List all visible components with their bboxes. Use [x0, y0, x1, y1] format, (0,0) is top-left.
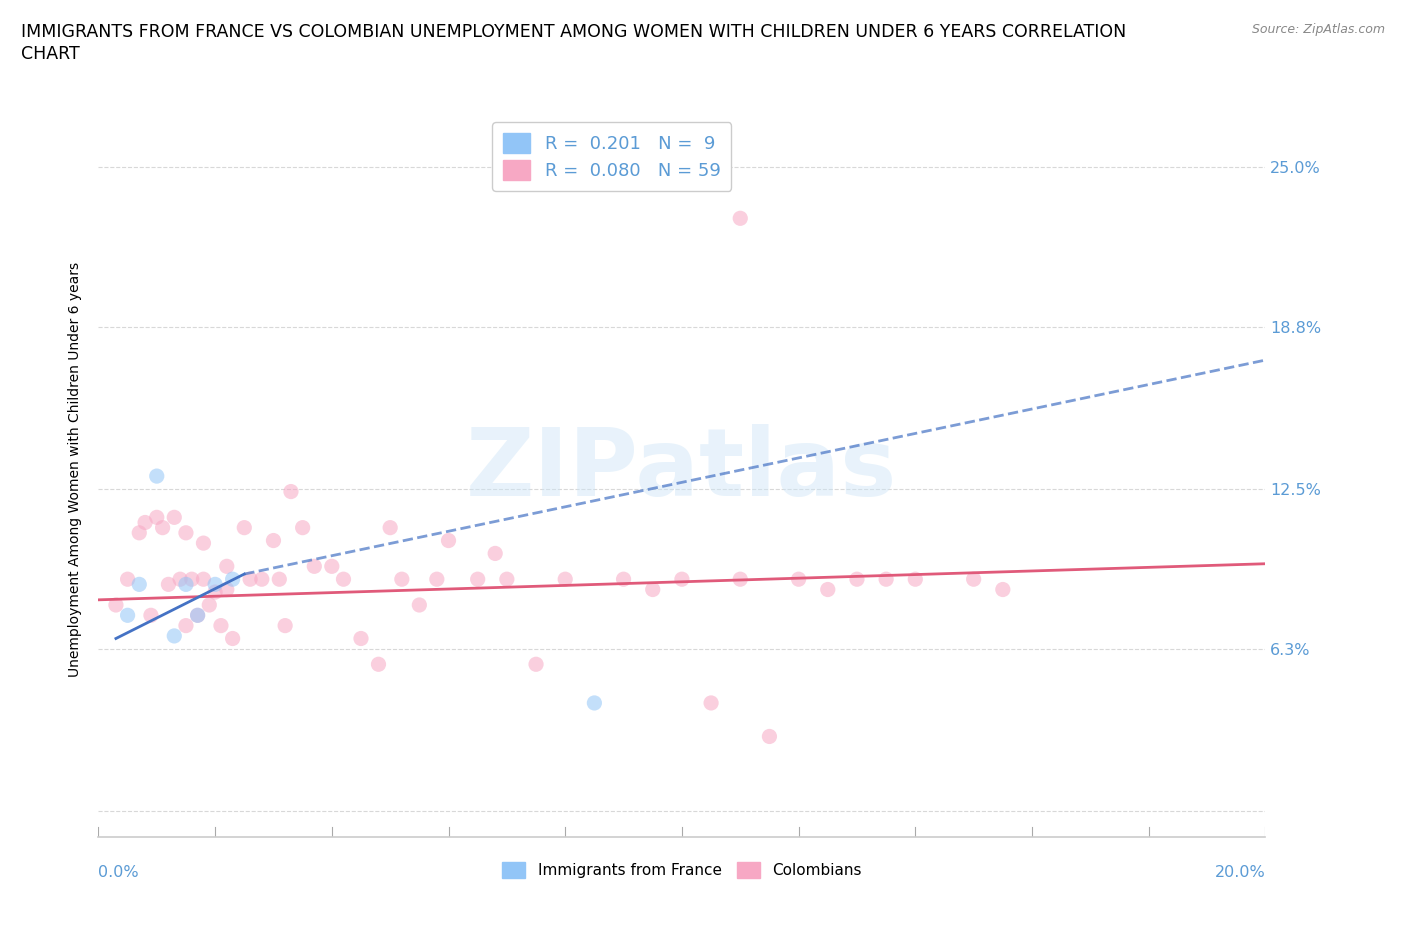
Point	[204, 585, 226, 600]
Text: 0.0%: 0.0%	[98, 866, 139, 881]
Point	[193, 536, 215, 551]
Point	[758, 729, 780, 744]
Point	[274, 618, 297, 633]
Point	[991, 582, 1014, 597]
Point	[426, 572, 449, 587]
Point	[239, 572, 262, 587]
Point	[554, 572, 576, 587]
Point	[280, 485, 302, 499]
Point	[134, 515, 156, 530]
Point	[962, 572, 984, 587]
Point	[157, 577, 180, 591]
Point	[269, 572, 291, 587]
Point	[700, 696, 723, 711]
Point	[204, 577, 226, 591]
Point	[209, 618, 232, 633]
Point	[169, 572, 191, 587]
Text: CHART: CHART	[21, 45, 80, 62]
Point	[262, 533, 284, 548]
Point	[730, 211, 752, 226]
Point	[408, 598, 430, 613]
Point	[332, 572, 354, 587]
Legend: Immigrants from France, Colombians: Immigrants from France, Colombians	[496, 857, 868, 884]
Text: IMMIGRANTS FROM FRANCE VS COLOMBIAN UNEMPLOYMENT AMONG WOMEN WITH CHILDREN UNDER: IMMIGRANTS FROM FRANCE VS COLOMBIAN UNEM…	[21, 23, 1126, 41]
Point	[163, 510, 186, 525]
Point	[146, 469, 169, 484]
Point	[152, 520, 174, 535]
Point	[180, 572, 202, 587]
Point	[198, 598, 221, 613]
Point	[671, 572, 693, 587]
Point	[875, 572, 897, 587]
Point	[128, 525, 150, 540]
Point	[321, 559, 343, 574]
Point	[391, 572, 413, 587]
Point	[350, 631, 373, 646]
Point	[174, 525, 197, 540]
Text: 20.0%: 20.0%	[1215, 866, 1265, 881]
Point	[163, 629, 186, 644]
Point	[846, 572, 869, 587]
Point	[291, 520, 314, 535]
Point	[380, 520, 402, 535]
Point	[817, 582, 839, 597]
Point	[146, 510, 169, 525]
Point	[187, 608, 209, 623]
Point	[187, 608, 209, 623]
Point	[496, 572, 519, 587]
Point	[437, 533, 460, 548]
Point	[467, 572, 489, 587]
Point	[612, 572, 634, 587]
Point	[221, 572, 243, 587]
Point	[524, 657, 547, 671]
Point	[304, 559, 326, 574]
Point	[367, 657, 389, 671]
Point	[193, 572, 215, 587]
Point	[104, 598, 127, 613]
Point	[641, 582, 664, 597]
Point	[484, 546, 506, 561]
Point	[221, 631, 243, 646]
Point	[215, 559, 238, 574]
Point	[174, 618, 197, 633]
Point	[787, 572, 810, 587]
Point	[215, 582, 238, 597]
Point	[233, 520, 256, 535]
Point	[174, 577, 197, 591]
Point	[583, 696, 606, 711]
Point	[904, 572, 927, 587]
Text: Source: ZipAtlas.com: Source: ZipAtlas.com	[1251, 23, 1385, 36]
Point	[730, 572, 752, 587]
Y-axis label: Unemployment Among Women with Children Under 6 years: Unemployment Among Women with Children U…	[69, 262, 83, 677]
Text: ZIPatlas: ZIPatlas	[467, 424, 897, 515]
Point	[250, 572, 273, 587]
Point	[139, 608, 162, 623]
Point	[117, 608, 139, 623]
Point	[117, 572, 139, 587]
Point	[128, 577, 150, 591]
